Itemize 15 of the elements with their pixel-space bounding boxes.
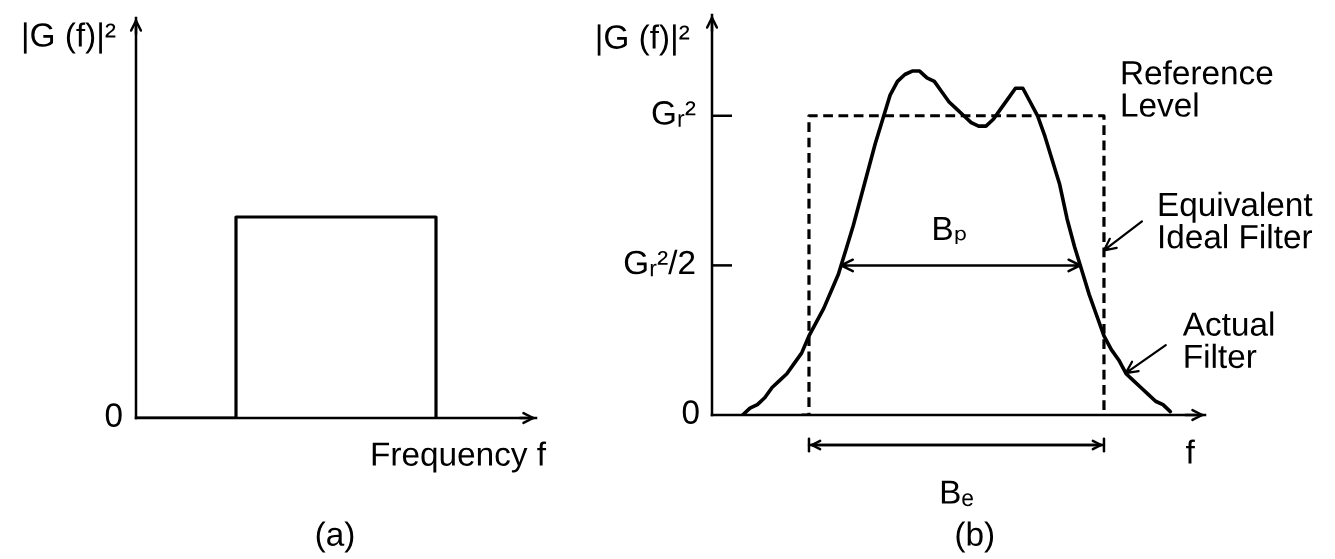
text: 0	[105, 403, 122, 427]
text: Bₑ	[941, 480, 973, 507]
ref-line-label: Bₚ	[934, 217, 966, 245]
text: (a)	[316, 521, 354, 553]
text: Gᵣ²/2	[624, 249, 695, 277]
text: (b)	[956, 521, 994, 553]
y-axis-title: |G (f)|²	[597, 24, 690, 56]
annotation: Equivalent Ideal Filter	[1159, 191, 1313, 249]
y-axis-title: |G (f)|²	[23, 22, 116, 54]
text: Actual Filter	[1182, 311, 1274, 369]
x-axis-title: Frequency f	[372, 441, 547, 473]
text: Gᵣ²	[652, 101, 696, 127]
text: 0	[682, 400, 699, 424]
annotation: Reference Level	[1122, 60, 1273, 117]
x-axis-title: f	[1186, 439, 1195, 464]
